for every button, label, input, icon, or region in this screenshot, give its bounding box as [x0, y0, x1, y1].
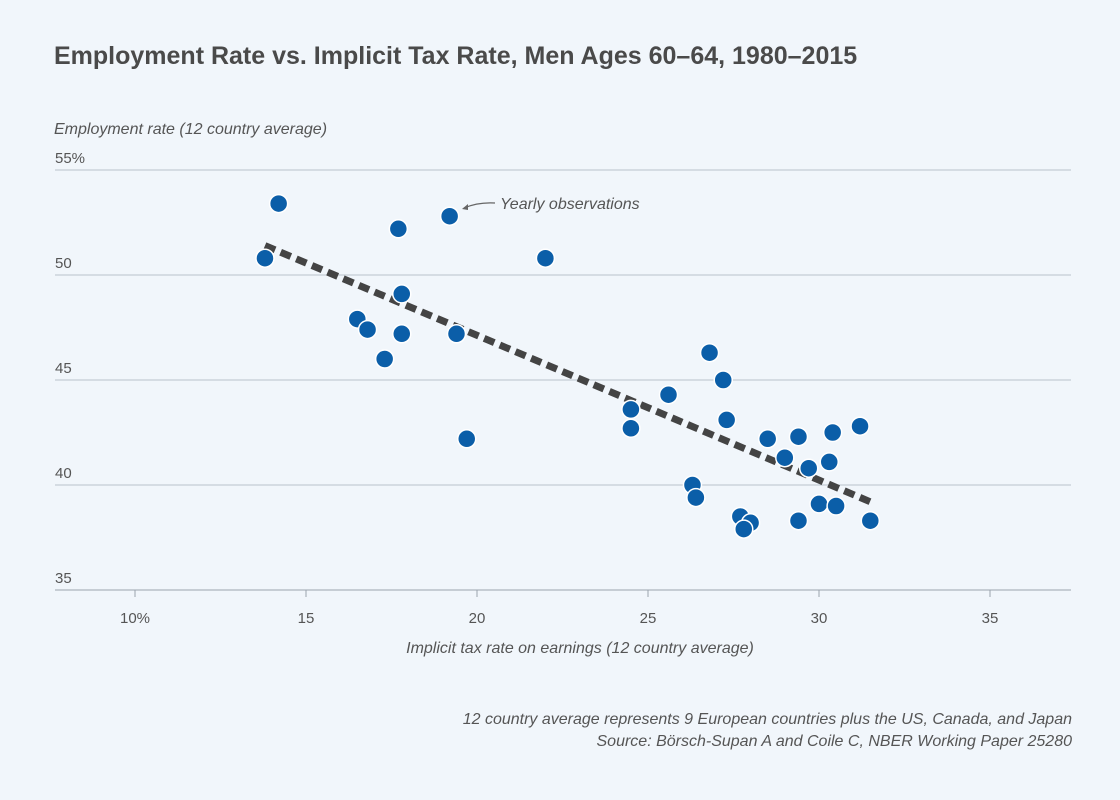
y-tick-label: 50	[55, 255, 72, 272]
y-tick-label: 45	[55, 360, 72, 377]
arrow-head-icon	[462, 204, 468, 210]
data-point	[392, 284, 412, 304]
data-point	[819, 452, 840, 472]
data-point	[374, 349, 395, 369]
trend-line	[263, 242, 872, 506]
x-tick-label: 20	[469, 610, 486, 627]
y-tick-label: 55%	[55, 150, 85, 167]
x-tick-label: 25	[640, 610, 657, 627]
data-point	[392, 324, 412, 344]
source-note: Source: Börsch-Supan A and Coile C, NBER…	[596, 733, 1073, 750]
x-tick-label: 35	[982, 610, 999, 627]
y-tick-label: 40	[55, 465, 72, 482]
data-point	[809, 494, 829, 514]
data-point	[658, 384, 679, 405]
x-axis-label: Implicit tax rate on earnings (12 countr…	[406, 640, 754, 657]
x-tick-label: 30	[811, 610, 828, 627]
annotation-label: Yearly observations	[500, 196, 640, 213]
footnote: 12 country average represents 9 European…	[462, 711, 1072, 728]
data-point	[822, 422, 843, 443]
data-point	[686, 487, 706, 508]
data-point	[788, 510, 809, 531]
x-tick-label: 10%	[120, 610, 150, 627]
chart-title: Employment Rate vs. Implicit Tax Rate, M…	[54, 42, 858, 70]
data-point	[699, 342, 720, 363]
data-point	[621, 399, 641, 420]
data-point	[716, 410, 737, 430]
data-point	[446, 324, 467, 344]
y-axis-label: Employment rate (12 country average)	[54, 121, 328, 138]
x-tick-label: 15	[298, 610, 315, 627]
data-point	[788, 426, 809, 447]
data-point	[439, 206, 460, 226]
data-point	[850, 416, 870, 436]
annotation-arrow	[463, 202, 496, 209]
data-point	[268, 193, 289, 214]
data-point	[860, 510, 881, 531]
data-point	[456, 429, 477, 449]
data-point	[734, 519, 754, 539]
data-point	[357, 319, 378, 340]
y-tick-label: 35	[55, 570, 72, 587]
data-point	[713, 370, 733, 390]
data-point	[388, 219, 409, 239]
data-point	[535, 248, 556, 268]
data-point	[775, 447, 795, 468]
data-point	[621, 418, 641, 439]
data-point	[255, 248, 275, 268]
data-point	[757, 429, 778, 449]
data-point	[826, 496, 846, 516]
data-point	[798, 458, 819, 478]
